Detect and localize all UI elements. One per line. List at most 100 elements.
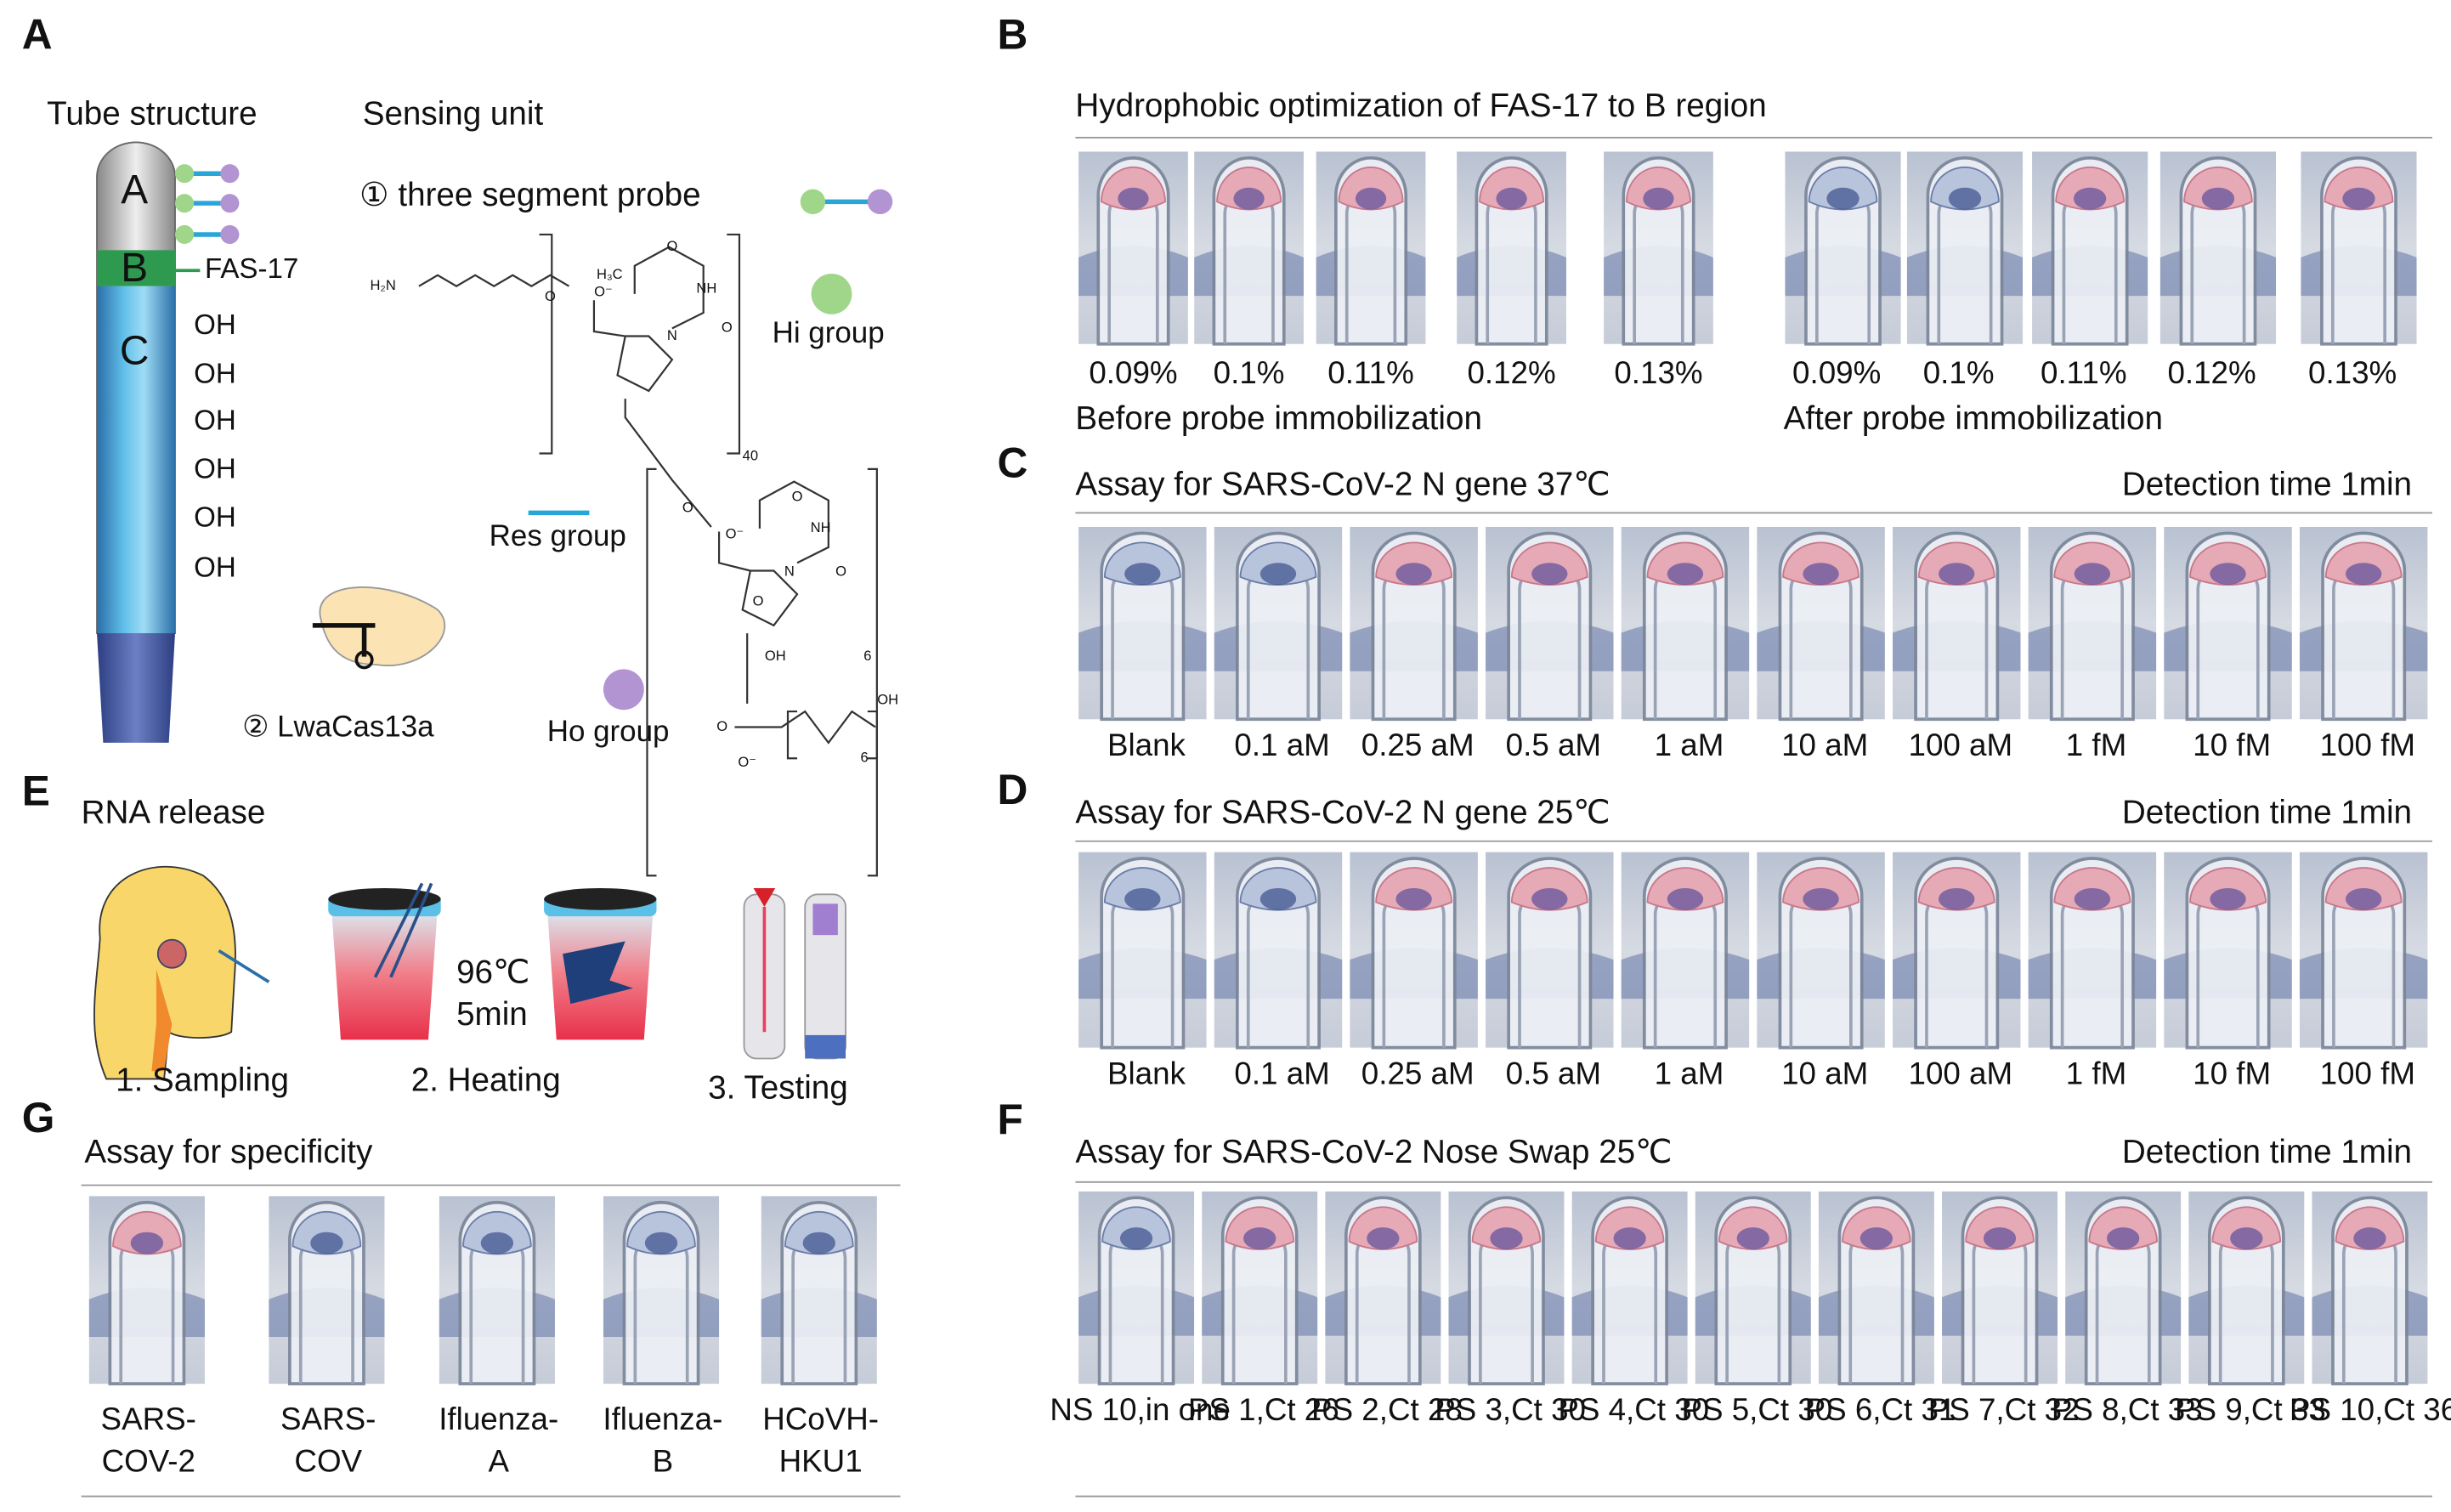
oh-label: OH [194, 502, 236, 534]
sample-label: 0.1% [1923, 355, 1995, 390]
droplet [1826, 187, 1859, 210]
detection-time: Detection time 1min [2122, 1134, 2412, 1170]
label: Before probe immobilization [1075, 400, 1482, 437]
label: 5min [456, 996, 528, 1033]
tube-photo [761, 1196, 877, 1385]
sample-label: SARS- [101, 1402, 196, 1436]
sample-label: 100 fM [2320, 1056, 2415, 1090]
droplet [1119, 1227, 1153, 1249]
oh-label: OH [194, 454, 236, 485]
sample-label: 100 aM [1909, 728, 2013, 762]
chem-label: H₃C [597, 266, 623, 282]
droplet [130, 1232, 164, 1254]
sample-label: PS 3,Ct 30 [1435, 1392, 1586, 1427]
chem-label: OH [877, 692, 898, 708]
tube-photo [1695, 1191, 1811, 1385]
sample-label: A [488, 1444, 509, 1479]
tube-photo [1078, 526, 1207, 722]
sample-label: PS 7,Ct 32 [1928, 1392, 2080, 1427]
sample-label: 0.1% [1214, 355, 1285, 390]
droplet [1490, 1227, 1523, 1249]
chem-label: 6 [861, 750, 869, 766]
chem-label: O [716, 718, 727, 734]
tube-photo [1486, 852, 1614, 1050]
sample-label: 0.25 aM [1361, 728, 1475, 762]
sample-label: COV [294, 1444, 362, 1479]
chem-label: NH [696, 280, 716, 297]
droplet [644, 1232, 678, 1254]
droplet [2210, 887, 2246, 910]
droplet [2074, 887, 2111, 910]
sample-label: 0.25 aM [1361, 1056, 1475, 1090]
tube-photo [1194, 151, 1304, 346]
chem-label: O⁻ [726, 526, 744, 542]
droplet [2346, 887, 2382, 910]
sample-label: PS 10,Ct 36 [2290, 1392, 2451, 1427]
droplet [480, 1232, 514, 1254]
label: ② LwaCas13a [242, 711, 434, 744]
tube-photo [1893, 526, 2021, 722]
tube-photo [1757, 526, 1885, 722]
sample-label: PS 2,Ct 28 [1311, 1392, 1463, 1427]
tube-photo [603, 1196, 720, 1385]
tube-photo [2301, 151, 2417, 346]
droplet [1643, 187, 1674, 210]
sample-label: PS 9,Ct 33 [2175, 1392, 2326, 1427]
sample-label: 10 fM [2193, 1056, 2271, 1090]
droplet [1259, 563, 1297, 586]
sample-label: NS 10,in one [1050, 1392, 1231, 1427]
chem-label: O⁻ [594, 283, 613, 299]
droplet [1736, 1227, 1769, 1249]
sample-label: PS 1,Ct 26 [1188, 1392, 1339, 1427]
sample-label: Blank [1107, 728, 1186, 762]
label: Sensing unit [363, 95, 544, 132]
droplet [802, 1232, 835, 1254]
tube-photo [1571, 1191, 1688, 1385]
panel-label: F [997, 1096, 1022, 1143]
label: Ho group [547, 715, 670, 748]
tube-photo [88, 1196, 205, 1385]
tube-photo [2299, 526, 2428, 722]
droplet [2201, 187, 2235, 210]
droplet [1395, 563, 1432, 586]
sample-label: 0.5 aM [1506, 728, 1601, 762]
chem-label: OH [765, 648, 786, 664]
sample-label: PS 8,Ct 33 [2052, 1392, 2203, 1427]
rules [81, 136, 2432, 1498]
tube-photo [1078, 151, 1188, 346]
oh-label: OH [194, 405, 236, 436]
chem-label: O [722, 320, 733, 336]
sample-label: COV-2 [102, 1444, 195, 1479]
oh-label: OH [194, 552, 236, 583]
sample-label: 0.13% [2308, 355, 2397, 390]
sample-label: Ifluenza- [603, 1402, 722, 1436]
chem-label: N [784, 563, 795, 580]
droplet [1124, 563, 1161, 586]
chem-label: 40 [743, 448, 758, 464]
tube-photo [1202, 1191, 1318, 1385]
droplet [2342, 187, 2375, 210]
tube-photo [2065, 1191, 2182, 1385]
chem-label: O⁻ [738, 754, 756, 770]
tube-photo [2032, 151, 2148, 346]
droplet [1355, 187, 1387, 210]
tube-photo [1621, 526, 1750, 722]
droplet [1667, 563, 1704, 586]
panel-label: G [22, 1094, 55, 1141]
sample-label: SARS- [280, 1402, 376, 1436]
sample-label: 1 aM [1655, 728, 1724, 762]
chem-label: O [753, 593, 764, 609]
droplet [1496, 187, 1527, 210]
tube-photo [2188, 1191, 2305, 1385]
sample-label: 0.1 aM [1234, 1056, 1329, 1090]
panel-title: RNA release [82, 795, 266, 831]
droplet [310, 1232, 343, 1254]
tube-photo [1604, 151, 1713, 346]
sample-label: 1 fM [2066, 1056, 2127, 1090]
label: After probe immobilization [1784, 400, 2163, 437]
sample-label: 0.11% [2041, 355, 2127, 390]
droplet [1243, 1227, 1276, 1249]
tube-photo [2164, 526, 2292, 722]
tube-photo [1316, 151, 1426, 346]
